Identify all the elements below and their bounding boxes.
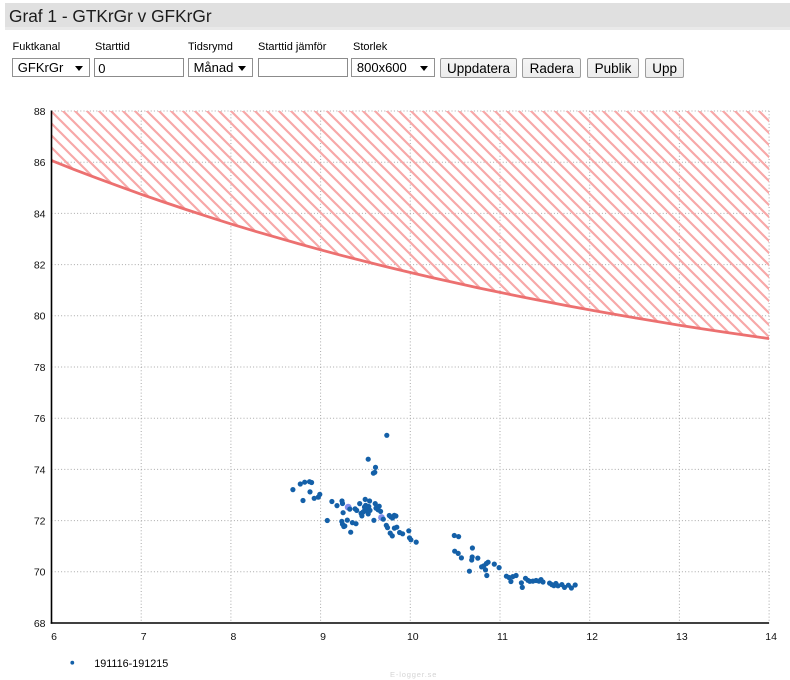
svg-text:7: 7 <box>141 631 147 643</box>
svg-text:8: 8 <box>230 631 236 643</box>
svg-text:191116-191215: 191116-191215 <box>94 658 168 670</box>
svg-text:70: 70 <box>34 567 46 579</box>
svg-text:80: 80 <box>34 311 46 323</box>
svg-text:14: 14 <box>765 631 777 643</box>
svg-text:9: 9 <box>320 631 326 643</box>
svg-text:11: 11 <box>497 631 508 643</box>
svg-text:78: 78 <box>34 362 46 374</box>
svg-text:86: 86 <box>34 157 46 169</box>
svg-text:68: 68 <box>34 618 46 630</box>
svg-text:13: 13 <box>676 631 688 643</box>
svg-text:10: 10 <box>407 631 419 643</box>
svg-text:82: 82 <box>34 260 46 272</box>
svg-text:76: 76 <box>34 413 46 425</box>
svg-text:12: 12 <box>586 631 598 643</box>
svg-text:74: 74 <box>34 464 46 476</box>
svg-text:88: 88 <box>34 106 46 118</box>
svg-text:84: 84 <box>34 208 46 220</box>
svg-text:72: 72 <box>34 516 46 528</box>
svg-text:E-logger.se: E-logger.se <box>390 670 437 679</box>
svg-text:6: 6 <box>51 631 57 643</box>
